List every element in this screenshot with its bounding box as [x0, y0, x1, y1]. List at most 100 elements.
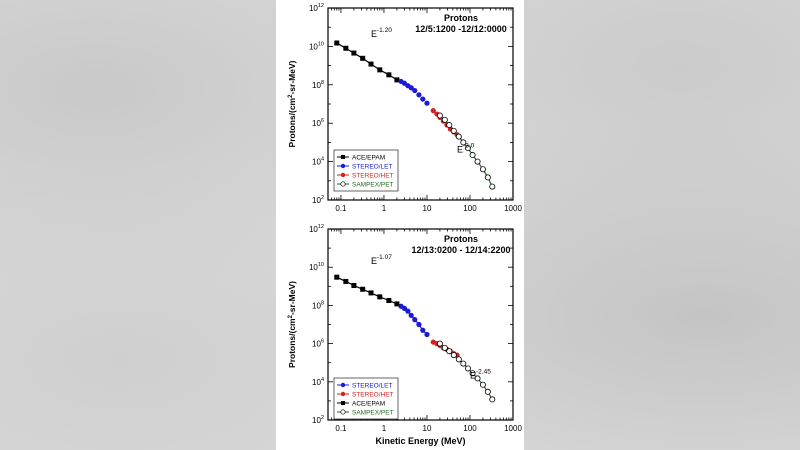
data-point — [460, 139, 467, 146]
series-stereo-let — [398, 303, 430, 338]
data-point — [489, 183, 496, 190]
legend-marker — [341, 401, 345, 405]
y-axis-label: Protons/(cm2-sr-MeV) — [287, 281, 297, 368]
chart-subtitle: 12/5:1200 -12/12:0000 — [415, 24, 507, 34]
data-point — [360, 55, 366, 61]
figure-panel: 0.1 1 10 100 1000 102 104 106 108 1010 1012 Protons… — [276, 0, 524, 450]
legend-marker — [340, 163, 346, 169]
data-point — [424, 100, 430, 106]
series-sampex-pet — [436, 340, 496, 403]
data-point — [334, 40, 340, 46]
data-point — [484, 174, 491, 181]
data-point — [455, 356, 462, 363]
legend-marker — [340, 409, 346, 415]
y-tick-label: 106 — [312, 118, 324, 128]
x-tick-label: 1 — [382, 424, 387, 433]
data-point — [360, 286, 366, 292]
data-point — [408, 312, 414, 318]
data-point — [394, 77, 400, 83]
data-point — [474, 375, 481, 382]
y-tick-label: 1012 — [309, 3, 324, 13]
series-stereo-let — [398, 78, 430, 106]
data-point — [460, 360, 467, 367]
legend-marker — [340, 391, 346, 397]
chart-subtitle: 12/13:0200 - 12/14:2200 — [411, 245, 510, 255]
x-tick-label: 1000 — [504, 204, 522, 213]
data-point — [465, 365, 472, 372]
y-tick-label: 108 — [312, 80, 324, 90]
data-point — [405, 308, 411, 314]
chart-panel-1: 0.1 1 10 100 1000 102 104 106 108 1010 1012 Protons… — [287, 3, 522, 213]
data-point — [368, 290, 374, 296]
x-tick-label: 1 — [382, 204, 387, 213]
data-point — [436, 112, 443, 119]
series-ace-epam — [334, 274, 400, 307]
x-tick-label: 0.1 — [335, 204, 347, 213]
legend-label: STEREO/HET — [352, 172, 394, 179]
data-point — [446, 122, 453, 129]
y-tick-label: 1010 — [309, 262, 324, 272]
power-law-annotation: E-1.07 — [371, 254, 392, 266]
data-point — [416, 321, 422, 328]
data-point — [368, 61, 374, 67]
legend-marker — [340, 172, 346, 178]
y-tick-label: 1010 — [309, 41, 324, 51]
legend-label: STEREO/LET — [352, 382, 392, 389]
data-point — [455, 133, 462, 140]
legend-label: ACE/EPAM — [352, 154, 385, 161]
y-tick-label: 104 — [312, 157, 324, 167]
y-tick-label: 1012 — [309, 224, 324, 234]
data-point — [351, 50, 357, 56]
data-point — [469, 152, 476, 159]
y-tick-label: 104 — [312, 377, 324, 387]
x-tick-label: 100 — [463, 204, 477, 213]
data-point — [474, 158, 481, 165]
y-tick-label: 106 — [312, 339, 324, 349]
data-point — [450, 352, 457, 359]
y-tick-label: 108 — [312, 300, 324, 310]
data-point — [343, 45, 349, 51]
chart-panel-2: 0.1 1 10 100 1000 102 104 106 108 1010 1012 Protons… — [287, 224, 522, 446]
data-point — [479, 166, 486, 173]
x-tick-label: 0.1 — [335, 424, 347, 433]
data-point — [479, 381, 486, 388]
data-point — [420, 327, 426, 333]
y-tick-label: 102 — [312, 415, 324, 425]
legend-label: SAMPEX/PET — [352, 409, 394, 416]
power-law-annotation: E-2.45 — [470, 368, 491, 380]
series-ace-epam — [334, 40, 400, 83]
data-point — [420, 96, 426, 102]
legend-label: SAMPEX/PET — [352, 181, 394, 188]
data-point — [465, 145, 472, 152]
x-tick-label: 1000 — [504, 424, 522, 433]
power-law-annotation: E-3.0 — [457, 142, 475, 154]
x-tick-label: 10 — [423, 424, 432, 433]
data-point — [450, 127, 457, 134]
data-point — [394, 301, 400, 307]
x-tick-label: 10 — [423, 204, 432, 213]
data-point — [386, 72, 392, 78]
legend: ACE/EPAM STEREO/LET STEREO/HET SAMPEX/PET — [333, 149, 399, 192]
data-point — [412, 87, 418, 94]
legend-label: STEREO/HET — [352, 391, 394, 398]
data-point — [441, 344, 448, 351]
spectra-figure: 0.1 1 10 100 1000 102 104 106 108 1010 1012 Protons… — [287, 3, 522, 446]
data-point — [408, 85, 414, 91]
x-tick-label: 100 — [463, 424, 477, 433]
legend-marker — [341, 155, 345, 159]
legend-label: STEREO/LET — [352, 163, 392, 170]
data-point — [441, 116, 448, 123]
data-point — [430, 108, 436, 114]
series-sampex-pet — [436, 112, 496, 190]
x-axis-label: Kinetic Energy (MeV) — [375, 436, 465, 446]
data-point — [446, 348, 453, 355]
y-tick-label: 102 — [312, 195, 324, 205]
chart-title: Protons — [444, 13, 478, 23]
data-point — [469, 370, 476, 377]
data-point — [351, 283, 357, 289]
y-axis-label: Protons/(cm2-sr-MeV) — [287, 60, 297, 147]
data-point — [424, 331, 430, 338]
data-point — [386, 298, 392, 304]
legend: STEREO/LET STEREO/HET ACE/EPAM SAMPEX/PET — [333, 377, 399, 420]
data-point — [377, 67, 383, 73]
